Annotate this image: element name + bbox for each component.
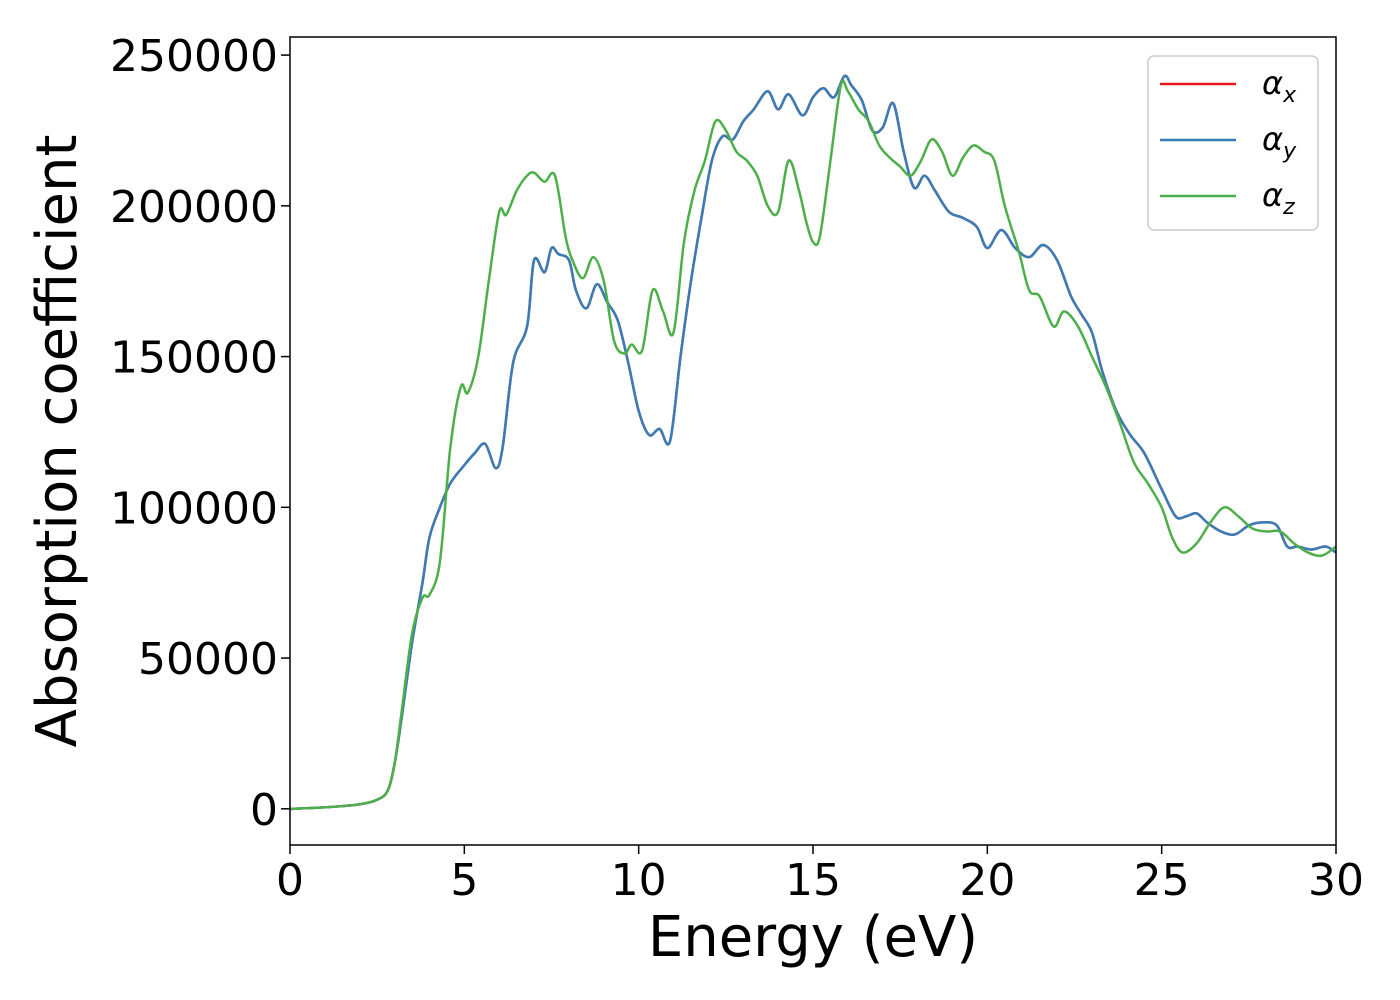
series-line-z [289, 79, 1337, 811]
y-axis-ticks: 0 50000 100000 150000 200000 250000 [110, 31, 290, 836]
legend-box [1147, 55, 1319, 231]
x-axis-label: Energy (eV) [648, 905, 978, 970]
y-tick-label: 250000 [110, 31, 278, 82]
x-tick-label: 5 [450, 855, 478, 906]
x-axis-ticks: 0 5 10 15 20 25 30 [276, 845, 1364, 906]
x-tick-label: 15 [785, 855, 841, 906]
series-line-y [289, 74, 1337, 811]
x-tick-label: 0 [276, 855, 304, 906]
y-tick-label: 200000 [110, 182, 278, 233]
y-tick-label: 150000 [110, 333, 278, 384]
x-tick-label: 20 [959, 855, 1015, 906]
y-tick-label: 100000 [110, 483, 278, 534]
series-layer [289, 74, 1337, 811]
y-tick-label: 0 [250, 785, 278, 836]
y-axis-label: Absorption coefficient [25, 135, 90, 748]
x-tick-label: 10 [611, 855, 667, 906]
y-tick-label: 50000 [138, 634, 278, 685]
x-tick-label: 30 [1308, 855, 1364, 906]
x-tick-label: 25 [1134, 855, 1190, 906]
